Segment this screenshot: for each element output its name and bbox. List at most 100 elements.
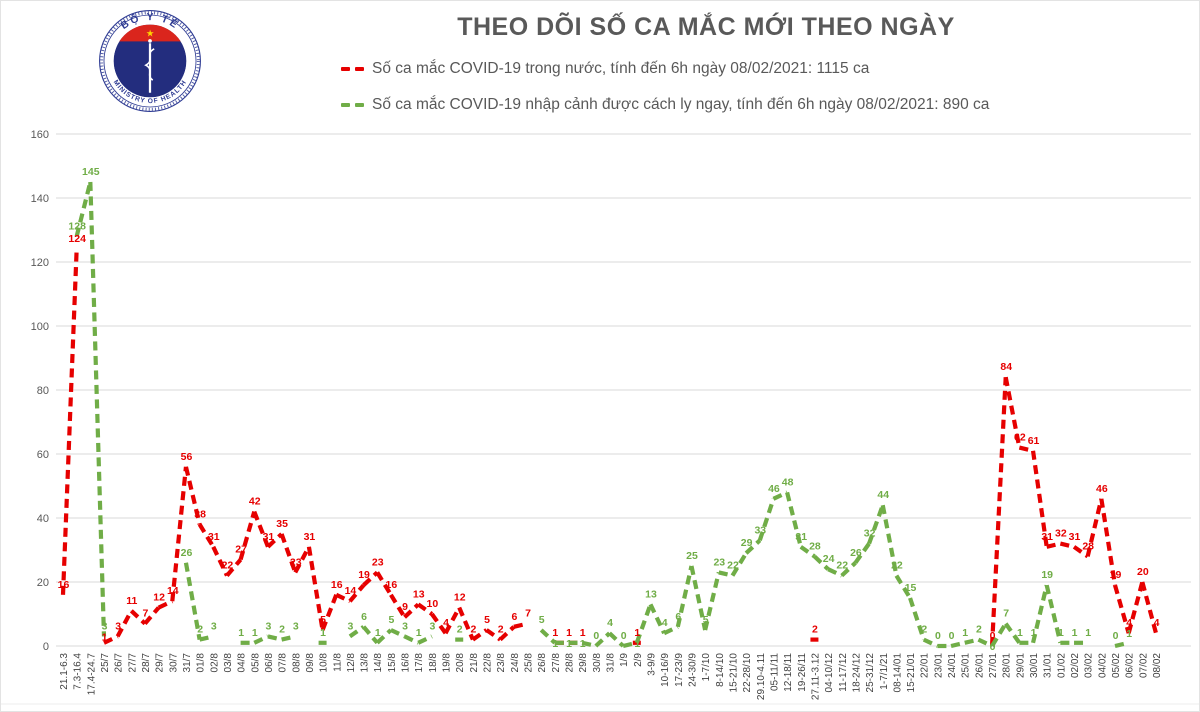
line-segment [840,561,857,578]
data-label-imported: 128 [68,220,86,232]
x-tick-label: 26/7 [114,653,125,673]
data-label-imported: 0 [949,630,955,642]
x-tick-label: 28/7 [141,653,152,673]
line-segment [581,640,597,649]
x-tick-label: 03/8 [223,653,234,673]
x-tick-label: 19-26/11 [797,653,808,692]
data-label-domestic: 12 [153,592,165,604]
line-segment [129,609,147,626]
x-tick-label: 17/8 [414,653,425,673]
data-label-imported: 3 [429,620,435,632]
line-segment [197,523,216,548]
x-tick-label: 24-30/9 [687,653,698,687]
x-tick-label: 14/8 [373,653,384,673]
line-segment [498,625,516,642]
x-tick-label: 06/8 [264,653,275,673]
x-tick-label: 27.11-3.12 [810,653,821,701]
line-segment [622,640,638,649]
data-label-imported: 22 [836,560,848,572]
line-segment [103,634,119,645]
x-tick-label: 07/02 [1138,653,1149,678]
x-tick-label: 03/02 [1084,653,1095,678]
line-segment [143,606,161,625]
logo-inner-ring [103,14,197,108]
data-label-imported: 23 [713,556,725,568]
data-label-imported: 5 [703,614,709,626]
data-label-domestic: 7 [525,608,531,620]
data-label-imported: 3 [102,620,108,632]
line-segment [320,594,339,631]
data-label-domestic: 62 [1014,432,1026,444]
data-label-domestic: 4 [443,617,449,629]
line-segment [457,606,475,641]
line-segment [539,628,557,645]
y-tick-label: 20 [37,577,49,589]
green-dash-icon [355,103,364,107]
data-label-imported: 4 [662,617,668,629]
line-segment [1072,545,1089,559]
data-label-imported: 4 [607,617,613,629]
line-segment [1030,584,1049,644]
x-tick-label: 1-7/1/21 [879,653,890,690]
line-segment [485,628,502,642]
x-tick-label: 25/8 [524,653,535,673]
data-label-domestic: 16 [386,579,398,591]
data-label-imported: 1 [1072,627,1078,639]
y-tick-label: 100 [31,321,49,333]
logo-outer-ring [99,10,201,112]
line-segment [990,622,1008,648]
data-label-domestic: 16 [58,579,70,591]
data-label-domestic: 5 [484,614,490,626]
snake-icon [144,48,155,81]
x-tick-label: 02/02 [1070,653,1081,678]
x-tick-label: 19/8 [442,653,453,673]
x-tick-label: 16/8 [401,653,412,673]
line-segment [1059,541,1075,549]
line-segment [417,602,434,616]
data-label-domestic: 3 [115,620,121,632]
data-label-domestic: 35 [276,518,288,530]
line-segment [1004,622,1022,645]
x-tick-label: 05/02 [1111,653,1122,678]
data-label-imported: 28 [809,540,821,552]
logo-emblem: ★ [113,24,187,98]
data-label-domestic: 2 [498,624,504,636]
x-tick-label: 07/8 [278,653,289,673]
data-label-domestic: 4 [1126,617,1132,629]
data-label-imported: 1 [1031,627,1037,639]
x-tick-label: 10-16/9 [660,653,671,687]
x-tick-label: 01/02 [1056,653,1067,678]
data-label-imported: 31 [795,531,807,543]
logo-tick-ring [100,11,200,111]
data-label-domestic: 38 [194,508,206,520]
x-tick-label: 22/8 [483,653,494,673]
data-label-domestic: 32 [1055,528,1067,540]
line-segment [757,498,776,542]
data-label-imported: 6 [361,611,367,623]
y-tick-label: 0 [43,641,49,653]
data-label-imported: 3 [266,620,272,632]
data-label-imported: 19 [1041,569,1053,581]
line-segment [403,634,420,645]
data-label-domestic: 10 [427,598,439,610]
line-segment [115,609,134,638]
x-tick-label: 08/02 [1152,653,1163,678]
line-segment [718,570,733,578]
data-label-domestic: 4 [1154,617,1160,629]
data-label-imported: 26 [850,547,862,559]
data-label-imported: 1 [1126,628,1132,640]
data-label-imported: 13 [645,588,657,600]
x-tick-label: 20/8 [455,653,466,673]
x-tick-label: 27/01 [988,653,999,678]
data-label-domestic: 9 [402,601,408,613]
line-segment [675,565,694,628]
green-dash-icon [341,103,350,107]
data-label-domestic: 1 [566,627,572,639]
line-segment [417,634,433,645]
data-label-imported: 22 [891,560,903,572]
y-tick-label: 60 [37,449,49,461]
line-segment [183,466,202,525]
line-segment [199,634,214,642]
line-segment [389,593,407,619]
